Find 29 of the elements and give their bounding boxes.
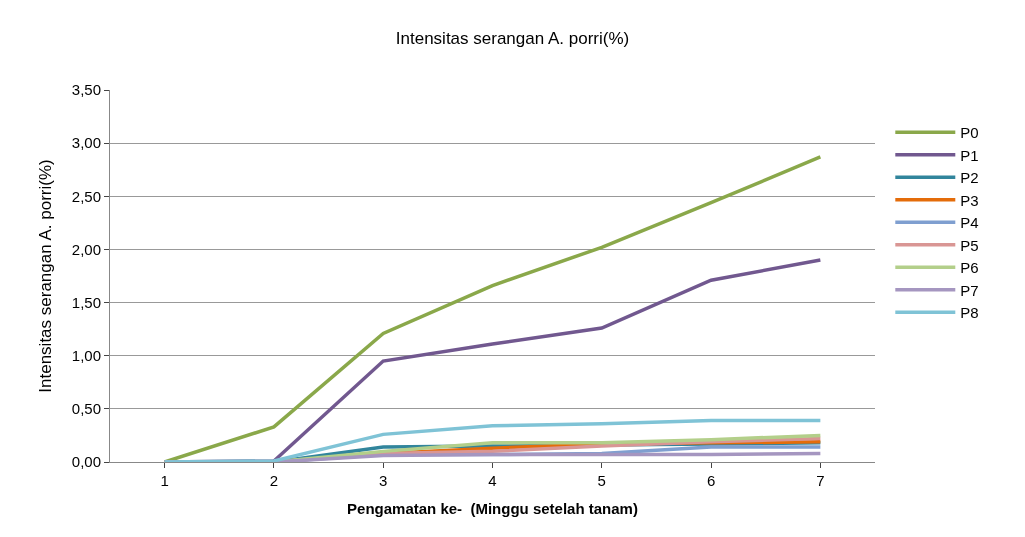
y-tick-label: 3,00 (71, 134, 101, 152)
y-tick-label: 1,00 (71, 346, 101, 364)
legend-label: P8 (960, 304, 979, 322)
legend-label: P4 (960, 214, 979, 232)
legend-label: P2 (960, 169, 979, 187)
legend-label: P7 (960, 281, 979, 299)
x-tick-label: 1 (160, 472, 169, 489)
x-tick-label: 2 (269, 472, 279, 489)
x-tick-label: 3 (379, 472, 388, 489)
y-tick-label: 0,50 (71, 400, 101, 418)
y-axis-title: Intensitas serangan A. porri(%) (36, 159, 56, 393)
chart-title: Intensitas serangan A. porri(%) (395, 29, 630, 49)
legend-label: P6 (960, 259, 979, 277)
x-tick-label: 5 (597, 472, 606, 489)
legend-label: P1 (960, 146, 979, 164)
y-tick-label: 2,50 (71, 187, 101, 205)
line-series (162, 155, 823, 462)
y-tick-label: 1,50 (71, 293, 101, 311)
x-axis-title: Pengamatan ke- (Minggu setelah tanam) (347, 500, 638, 517)
legend-label: P5 (960, 236, 979, 254)
legend-label: P0 (960, 124, 979, 142)
y-tick-label: 3,50 (71, 81, 101, 99)
x-tick-label: 6 (706, 472, 716, 489)
x-tick-label: 4 (488, 472, 497, 489)
legend-label: P3 (960, 191, 979, 209)
x-tick-label: 7 (816, 472, 825, 489)
y-tick-label: 2,00 (71, 240, 101, 258)
line-series (162, 418, 823, 462)
y-tick-label: 0,00 (71, 453, 101, 471)
